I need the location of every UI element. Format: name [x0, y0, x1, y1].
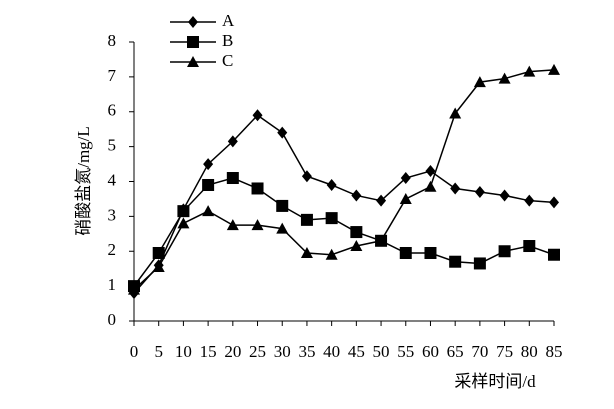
legend-marker [187, 36, 199, 48]
marker [376, 194, 387, 207]
marker [473, 76, 486, 88]
marker [128, 283, 140, 295]
legend-label: A [222, 11, 235, 30]
x-tick-label: 30 [274, 342, 291, 361]
marker [325, 212, 338, 225]
marker [351, 189, 362, 202]
marker [251, 182, 264, 195]
marker [424, 180, 437, 192]
marker [499, 189, 510, 202]
marker [399, 246, 412, 259]
y-tick-label: 3 [108, 205, 117, 224]
x-axis-label: 采样时间/d [454, 372, 536, 391]
x-tick-label: 10 [175, 342, 192, 361]
marker [523, 65, 536, 77]
x-tick-label: 85 [546, 342, 563, 361]
marker [473, 257, 486, 270]
marker [523, 240, 536, 253]
legend-label: B [222, 31, 233, 50]
y-tick-label: 6 [108, 101, 117, 120]
marker [424, 246, 437, 259]
marker [548, 248, 560, 261]
marker [300, 246, 313, 258]
marker [350, 226, 363, 239]
marker [276, 199, 289, 212]
marker [449, 107, 462, 119]
legend-marker [187, 56, 199, 67]
legend-label: C [222, 51, 233, 70]
marker [498, 245, 511, 258]
marker [400, 172, 411, 185]
marker [549, 196, 559, 209]
x-tick-label: 50 [373, 342, 390, 361]
series-line [133, 69, 555, 291]
marker [450, 182, 461, 195]
marker [425, 165, 436, 178]
y-tick-label: 0 [108, 310, 117, 329]
x-tick-label: 80 [521, 342, 538, 361]
y-tick-label: 7 [108, 66, 117, 85]
marker [548, 63, 560, 75]
marker [375, 234, 388, 246]
marker [524, 194, 535, 207]
marker [399, 192, 412, 204]
legend-marker [188, 16, 198, 28]
y-tick-label: 8 [108, 31, 117, 50]
x-tick-label: 5 [154, 342, 163, 361]
marker [226, 219, 239, 231]
marker [152, 260, 165, 272]
y-tick-label: 1 [108, 275, 117, 294]
marker [177, 217, 190, 229]
marker [325, 248, 338, 260]
marker [152, 246, 165, 259]
x-tick-label: 20 [224, 342, 241, 361]
marker [226, 172, 239, 185]
x-tick-label: 45 [348, 342, 365, 361]
x-tick-label: 75 [496, 342, 513, 361]
marker [227, 135, 238, 148]
marker [326, 178, 337, 191]
marker [177, 205, 190, 218]
marker [276, 222, 289, 234]
marker [498, 72, 511, 84]
marker [277, 126, 288, 139]
marker [449, 255, 462, 268]
y-tick-label: 4 [108, 170, 117, 189]
x-tick-label: 70 [471, 342, 488, 361]
x-tick-label: 25 [249, 342, 266, 361]
series-line [133, 114, 555, 294]
x-tick-label: 65 [447, 342, 464, 361]
marker [251, 219, 264, 231]
marker [203, 158, 214, 171]
marker [300, 213, 313, 226]
x-tick-label: 60 [422, 342, 439, 361]
marker [202, 205, 215, 217]
y-tick-label: 5 [108, 136, 117, 155]
marker [474, 185, 485, 198]
marker [301, 170, 312, 183]
y-axis-label: 硝酸盐氮/mg/L [74, 126, 93, 236]
x-tick-label: 35 [298, 342, 315, 361]
marker [202, 178, 215, 191]
marker [350, 240, 363, 252]
x-tick-label: 0 [130, 342, 139, 361]
y-tick-label: 2 [108, 240, 117, 259]
marker [252, 109, 263, 122]
x-tick-label: 15 [200, 342, 217, 361]
x-tick-label: 40 [323, 342, 340, 361]
x-tick-label: 55 [397, 342, 414, 361]
